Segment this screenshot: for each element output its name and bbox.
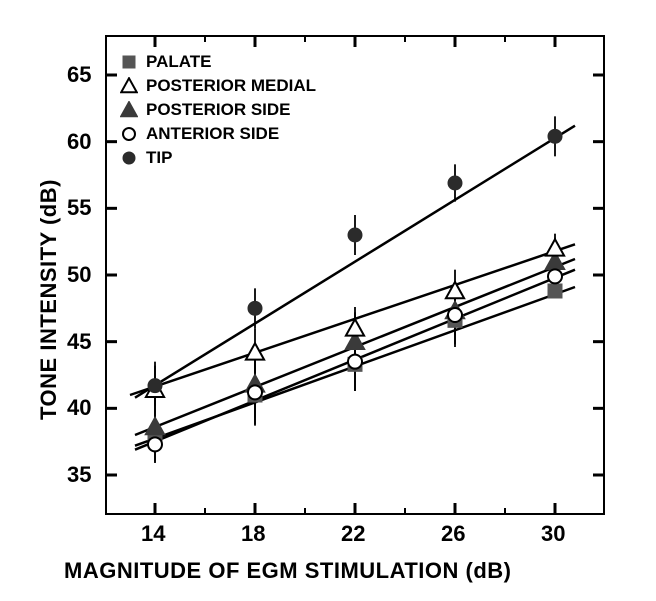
chart-container: TONE INTENSITY (dB) MAGNITUDE OF EGM STI… xyxy=(0,0,656,601)
y-tick-label: 55 xyxy=(67,195,91,221)
x-tick-label: 22 xyxy=(341,521,365,547)
y-tick-label: 45 xyxy=(67,329,91,355)
legend: PALATE POSTERIOR MEDIAL POSTERIOR SIDE ANTE… xyxy=(120,50,316,170)
legend-label: TIP xyxy=(146,148,172,168)
x-tick-label: 26 xyxy=(441,521,465,547)
legend-marker-icon xyxy=(120,101,138,119)
legend-marker-icon xyxy=(120,77,138,95)
legend-label: PALATE xyxy=(146,52,211,72)
y-tick-label: 35 xyxy=(67,462,91,488)
legend-item-postside: POSTERIOR SIDE xyxy=(120,98,316,122)
x-tick-label: 14 xyxy=(141,521,165,547)
legend-item-antside: ANTERIOR SIDE xyxy=(120,122,316,146)
y-tick-label: 65 xyxy=(67,62,91,88)
legend-marker-icon xyxy=(120,125,138,143)
legend-item-tip: TIP xyxy=(120,146,316,170)
y-axis-label: TONE INTENSITY (dB) xyxy=(36,179,62,420)
legend-label: ANTERIOR SIDE xyxy=(146,124,279,144)
x-tick-label: 18 xyxy=(241,521,265,547)
legend-marker-icon xyxy=(120,149,138,167)
legend-item-postmed: POSTERIOR MEDIAL xyxy=(120,74,316,98)
y-tick-label: 60 xyxy=(67,129,91,155)
x-tick-label: 30 xyxy=(541,521,565,547)
legend-label: POSTERIOR SIDE xyxy=(146,100,291,120)
x-axis-label: MAGNITUDE OF EGM STIMULATION (dB) xyxy=(64,558,512,584)
legend-item-palate: PALATE xyxy=(120,50,316,74)
legend-marker-icon xyxy=(120,53,138,71)
legend-label: POSTERIOR MEDIAL xyxy=(146,76,316,96)
y-tick-label: 50 xyxy=(67,262,91,288)
y-tick-label: 40 xyxy=(67,395,91,421)
